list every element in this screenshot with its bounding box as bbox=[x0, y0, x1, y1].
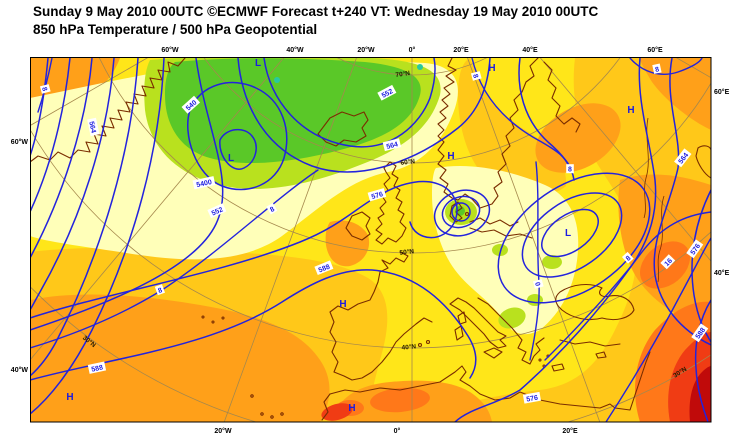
latitude-label: 60°N bbox=[400, 157, 416, 167]
isotherm-label: 8 bbox=[470, 71, 482, 81]
contour-labels-layer: 5405400552564552564576588588564576588576… bbox=[39, 63, 709, 404]
longitude-label-bottom: 0° bbox=[394, 427, 401, 435]
longitude-label-top: 40°W bbox=[286, 46, 304, 54]
geopotential-contour-label: 576 bbox=[367, 188, 387, 202]
geopotential-contour-label: 588 bbox=[87, 361, 107, 374]
chart-title-line1: Sunday 9 May 2010 00UTC ©ECMWF Forecast … bbox=[33, 4, 599, 19]
longitude-label-bottom: 20°E bbox=[562, 427, 578, 435]
high-center-marker: H bbox=[447, 151, 454, 162]
high-center-marker: H bbox=[348, 403, 355, 414]
geopotential-contour-label: 5400 bbox=[192, 176, 216, 190]
low-center-marker: L bbox=[228, 153, 234, 164]
longitude-label-top: 20°W bbox=[357, 46, 375, 54]
svg-text:50°N: 50°N bbox=[399, 247, 415, 257]
isotherm-label: 8 bbox=[621, 251, 634, 264]
latitude-label: 40°N bbox=[401, 342, 416, 351]
longitude-edge-labels-layer: 60°W 40°W 20°W 0° 20°E 40°E 60°E 20°W 0° 20°E 60°W… bbox=[11, 46, 730, 435]
high-center-marker: H bbox=[488, 63, 495, 74]
isotherm-label: 8 bbox=[652, 63, 662, 74]
geopotential-contour-label: 552 bbox=[377, 84, 397, 101]
map-frame bbox=[30, 57, 712, 423]
high-center-marker: H bbox=[627, 105, 634, 116]
latitude-label: 50°N bbox=[399, 247, 415, 257]
isotherm-label: 8 bbox=[566, 164, 574, 174]
isotherm-label: 8 bbox=[154, 284, 166, 296]
svg-text:588: 588 bbox=[318, 264, 332, 275]
svg-text:60°N: 60°N bbox=[400, 157, 416, 167]
svg-text:564: 564 bbox=[386, 141, 399, 151]
svg-text:564: 564 bbox=[87, 121, 96, 134]
longitude-label-top: 60°E bbox=[647, 46, 663, 54]
geopotential-contour-label: 564 bbox=[87, 117, 100, 137]
longitude-label-left: 60°W bbox=[11, 138, 29, 146]
svg-text:552: 552 bbox=[381, 88, 395, 100]
longitude-label-right: 60°E bbox=[714, 88, 730, 96]
svg-text:8: 8 bbox=[568, 167, 572, 174]
svg-text:5400: 5400 bbox=[196, 179, 213, 189]
longitude-label-bottom: 20°W bbox=[214, 427, 232, 435]
low-center-marker: L bbox=[255, 58, 261, 69]
isotherm-label: 8 bbox=[266, 202, 278, 215]
high-center-marker: H bbox=[66, 392, 73, 403]
svg-text:8: 8 bbox=[655, 66, 660, 74]
svg-text:588: 588 bbox=[91, 364, 104, 373]
svg-text:40°N: 40°N bbox=[401, 342, 416, 351]
longitude-label-top: 40°E bbox=[522, 46, 538, 54]
geopotential-contour-label: 552 bbox=[207, 203, 227, 219]
isotherm-label: 8 bbox=[39, 84, 51, 94]
isotherm-label: 16 bbox=[660, 254, 676, 270]
longitude-label-top: 0° bbox=[409, 46, 416, 54]
high-center-marker: H bbox=[339, 299, 346, 310]
svg-text:576: 576 bbox=[526, 395, 539, 404]
svg-text:8: 8 bbox=[157, 287, 163, 295]
isotherm-label: 0 bbox=[532, 279, 544, 289]
svg-text:16: 16 bbox=[664, 257, 675, 268]
svg-text:8: 8 bbox=[625, 255, 633, 263]
pressure-centers-layer: L L L H H H H H H bbox=[66, 58, 634, 414]
temperature-shading-layer bbox=[30, 58, 711, 422]
svg-text:0: 0 bbox=[533, 281, 541, 287]
longitude-label-top: 20°E bbox=[453, 46, 469, 54]
svg-text:8: 8 bbox=[471, 73, 479, 79]
longitude-label-right: 40°E bbox=[714, 269, 730, 277]
svg-text:552: 552 bbox=[211, 206, 225, 217]
svg-text:8: 8 bbox=[40, 86, 48, 92]
latitude-label: 70°N bbox=[395, 69, 411, 79]
geopotential-contour-label: 564 bbox=[382, 138, 402, 152]
svg-text:8: 8 bbox=[269, 206, 276, 214]
low-center-marker: L bbox=[565, 228, 571, 239]
geopotential-contour-label: 576 bbox=[522, 391, 542, 404]
svg-text:576: 576 bbox=[371, 191, 384, 201]
longitude-label-top: 60°W bbox=[161, 46, 179, 54]
geopotential-contour-label: 588 bbox=[314, 260, 334, 276]
chart-title: Sunday 9 May 2010 00UTC ©ECMWF Forecast … bbox=[33, 3, 598, 39]
chart-title-line2: 850 hPa Temperature / 500 hPa Geopotenti… bbox=[33, 22, 318, 37]
svg-text:70°N: 70°N bbox=[395, 69, 411, 79]
longitude-label-left: 40°W bbox=[11, 366, 29, 374]
